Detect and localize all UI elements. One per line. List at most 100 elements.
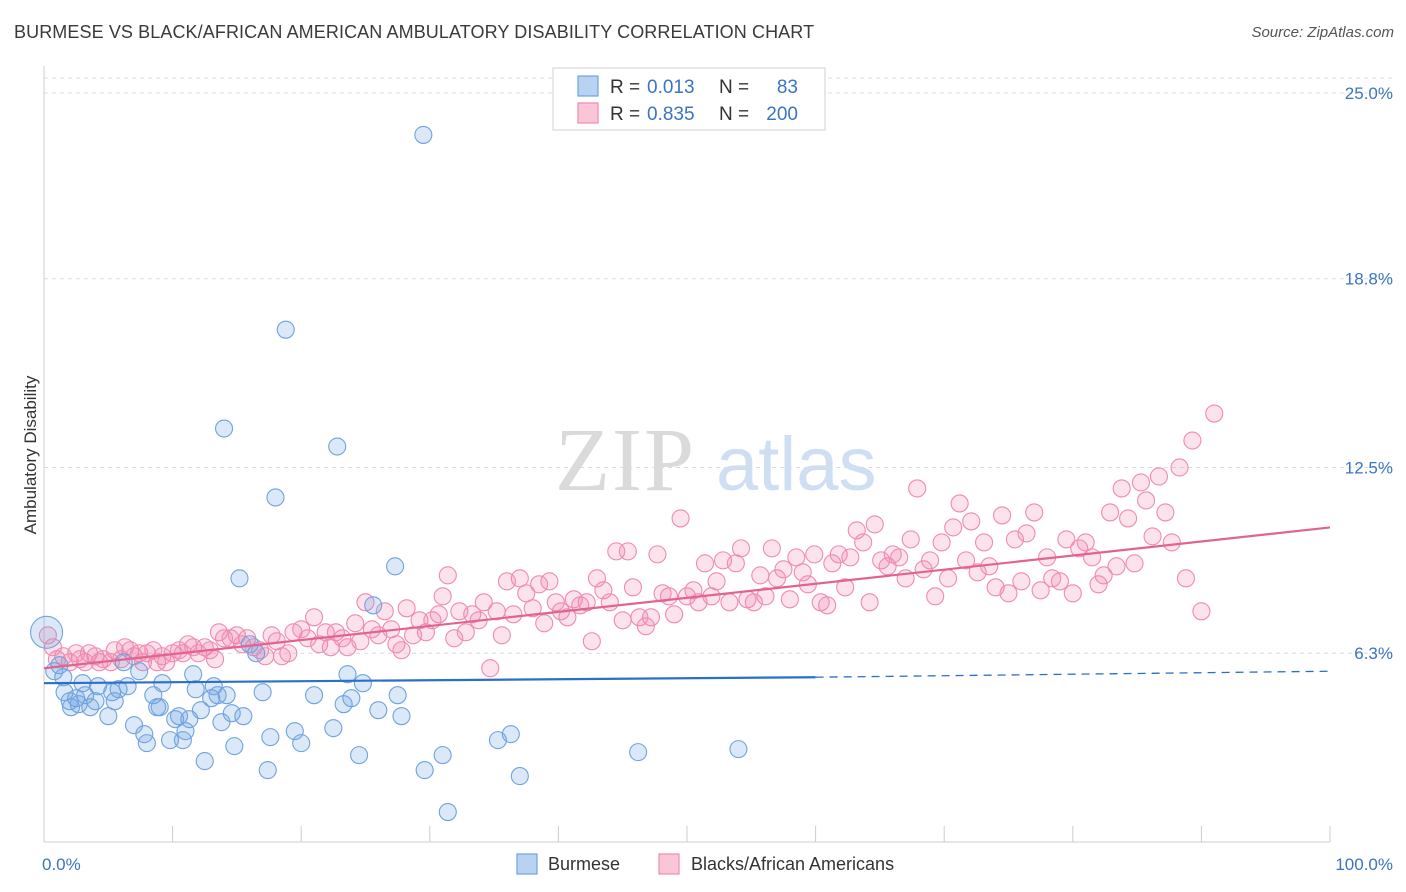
- point-black: [787, 548, 806, 567]
- point-black: [558, 608, 577, 627]
- point-black: [793, 563, 812, 582]
- point-black: [375, 602, 394, 621]
- point-black: [429, 605, 448, 624]
- point-black: [144, 641, 163, 660]
- point-burmese: [729, 740, 748, 759]
- bottom-legend-label-black: Blacks/African Americans: [691, 854, 894, 874]
- point-black: [433, 587, 452, 606]
- trend-line-burmese: [43, 676, 816, 685]
- point-black: [1119, 509, 1138, 528]
- watermark-zip: ZIP: [555, 411, 696, 510]
- point-black: [932, 533, 951, 552]
- point-burmese: [305, 686, 324, 705]
- point-black: [962, 512, 981, 531]
- point-black: [105, 641, 124, 660]
- point-burmese: [81, 698, 100, 717]
- point-black: [854, 533, 873, 552]
- point-black: [618, 542, 637, 561]
- point-burmese: [137, 734, 156, 753]
- bottom-legend-label-burmese: Burmese: [548, 854, 620, 874]
- legend-r-value-burmese: 0.013: [647, 77, 695, 98]
- point-black: [957, 551, 976, 570]
- point-burmese: [130, 662, 149, 681]
- point-black: [510, 569, 529, 588]
- point-black: [438, 566, 457, 585]
- point-burmese: [105, 692, 124, 711]
- point-black: [157, 653, 176, 672]
- point-black: [1005, 530, 1024, 549]
- point-black: [305, 608, 324, 627]
- point-burmese: [386, 557, 405, 576]
- point-black: [1125, 554, 1144, 573]
- point-black: [641, 608, 661, 627]
- point-black: [504, 605, 523, 624]
- point-black: [908, 479, 927, 498]
- point-burmese: [217, 686, 236, 705]
- point-black: [720, 593, 739, 612]
- point-burmese: [114, 653, 133, 672]
- point-black: [600, 593, 619, 612]
- legend-n-value-black: 200: [766, 104, 798, 125]
- point-black: [1101, 503, 1120, 522]
- point-black: [1170, 458, 1189, 477]
- point-black: [623, 578, 643, 597]
- trend-line-burmese-extension: [815, 670, 1331, 678]
- point-burmese: [191, 701, 210, 720]
- point-black: [944, 518, 963, 537]
- point-burmese: [266, 488, 285, 507]
- point-black: [1107, 557, 1126, 576]
- point-black: [474, 593, 493, 612]
- point-black: [671, 509, 690, 528]
- point-black: [939, 569, 958, 588]
- y-tick-label: 18.8%: [1345, 270, 1393, 289]
- point-burmese: [342, 689, 361, 708]
- point-black: [756, 587, 775, 606]
- point-black: [726, 554, 745, 573]
- point-burmese: [195, 752, 214, 771]
- point-black: [1143, 527, 1162, 546]
- point-burmese: [501, 725, 520, 744]
- point-black: [818, 596, 837, 615]
- y-tick-label: 6.3%: [1354, 644, 1393, 663]
- point-black: [1057, 530, 1076, 549]
- watermark-atlas: atlas: [716, 422, 877, 507]
- point-black: [841, 548, 860, 567]
- point-burmese: [118, 677, 137, 696]
- point-black: [1176, 569, 1196, 588]
- point-burmese: [629, 743, 648, 762]
- point-burmese: [176, 722, 195, 741]
- point-black: [890, 548, 909, 567]
- point-black: [535, 614, 554, 633]
- point-black: [577, 593, 596, 612]
- point-burmese: [184, 665, 203, 684]
- point-black: [530, 575, 549, 594]
- point-black: [582, 632, 601, 651]
- point-black: [1162, 533, 1181, 552]
- legend-swatch-burmese: [577, 75, 599, 97]
- point-black: [744, 593, 763, 612]
- point-black: [860, 593, 879, 612]
- point-black: [767, 569, 787, 588]
- point-black: [1112, 479, 1131, 498]
- point-black: [695, 554, 715, 573]
- point-burmese: [225, 737, 244, 756]
- point-burmese: [54, 668, 73, 687]
- trend-lines: [43, 526, 1331, 685]
- point-burmese: [99, 707, 118, 726]
- legend-r-label-burmese: R =: [610, 77, 640, 98]
- point-black: [546, 593, 565, 612]
- x-tick-label-max: 100.0%: [1335, 855, 1393, 874]
- point-black: [921, 551, 940, 570]
- chart-title: BURMESE VS BLACK/AFRICAN AMERICAN AMBULA…: [14, 22, 815, 42]
- source-label: Source: ZipAtlas.com: [1251, 24, 1394, 41]
- point-black: [751, 566, 770, 585]
- point-black: [707, 572, 726, 591]
- point-black: [1094, 566, 1113, 585]
- point-black: [523, 599, 542, 618]
- point-burmese: [222, 704, 241, 723]
- point-black: [481, 659, 500, 678]
- point-black: [1131, 473, 1151, 492]
- point-black: [613, 611, 632, 630]
- point-burmese: [253, 683, 272, 702]
